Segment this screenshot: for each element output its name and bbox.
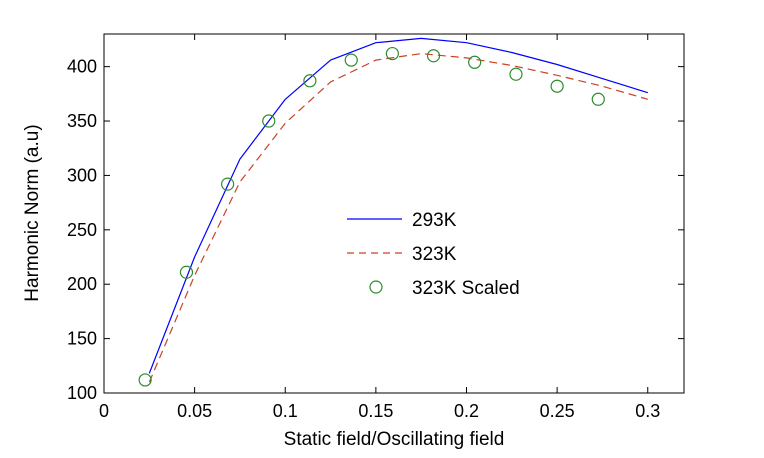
legend-label-293k: 293K — [412, 210, 457, 231]
y-tick-label: 350 — [67, 111, 97, 131]
x-tick-label: 0.1 — [273, 401, 298, 421]
x-tick-label: 0.15 — [358, 401, 393, 421]
y-tick-label: 250 — [67, 220, 97, 240]
y-tick-label: 200 — [67, 274, 97, 294]
series-323k-scaled-point — [138, 373, 152, 387]
y-tick-label: 100 — [67, 383, 97, 403]
x-tick-label: 0.2 — [454, 401, 479, 421]
axis-ticks: 0 0.05 0.1 0.15 0.2 0.25 0.3 100 150 200 250 300 350… — [67, 34, 684, 421]
y-tick-label: 300 — [67, 165, 97, 185]
legend: 293K 323K 323K Scaled — [347, 210, 520, 299]
legend-label-323k: 323K — [412, 244, 457, 265]
y-axis-label: Harmonic Norm (a.u) — [22, 124, 43, 301]
series-323k-scaled-point — [426, 49, 441, 63]
series-layer — [138, 37, 648, 387]
series-323k-scaled-point — [179, 265, 194, 279]
y-tick-label: 150 — [67, 329, 97, 349]
x-tick-label: 0.05 — [177, 401, 212, 421]
series-323k-scaled-point — [262, 114, 276, 128]
series-323k-scaled-point — [468, 55, 482, 69]
x-tick-label: 0 — [99, 401, 109, 421]
series-323k-scaled-point — [221, 177, 235, 191]
series-323k-scaled-point — [591, 92, 605, 106]
legend-swatch-323k-scaled — [369, 280, 383, 294]
series-323k-scaled-point — [385, 46, 399, 61]
series-323k-line — [148, 52, 648, 383]
series-293k-line — [148, 37, 648, 374]
series-323k-scaled-point — [509, 67, 523, 81]
x-axis-label: Static field/Oscillating field — [284, 429, 505, 450]
x-tick-label: 0.3 — [635, 401, 660, 421]
y-tick-label: 400 — [67, 57, 97, 77]
legend-label-323k-scaled: 323K Scaled — [412, 278, 520, 299]
x-tick-label: 0.25 — [540, 401, 575, 421]
plot-area — [103, 33, 685, 394]
series-323k-scaled-point — [344, 53, 358, 67]
series-323k-scaled-point — [303, 74, 317, 88]
series-323k-scaled-point — [550, 79, 564, 93]
